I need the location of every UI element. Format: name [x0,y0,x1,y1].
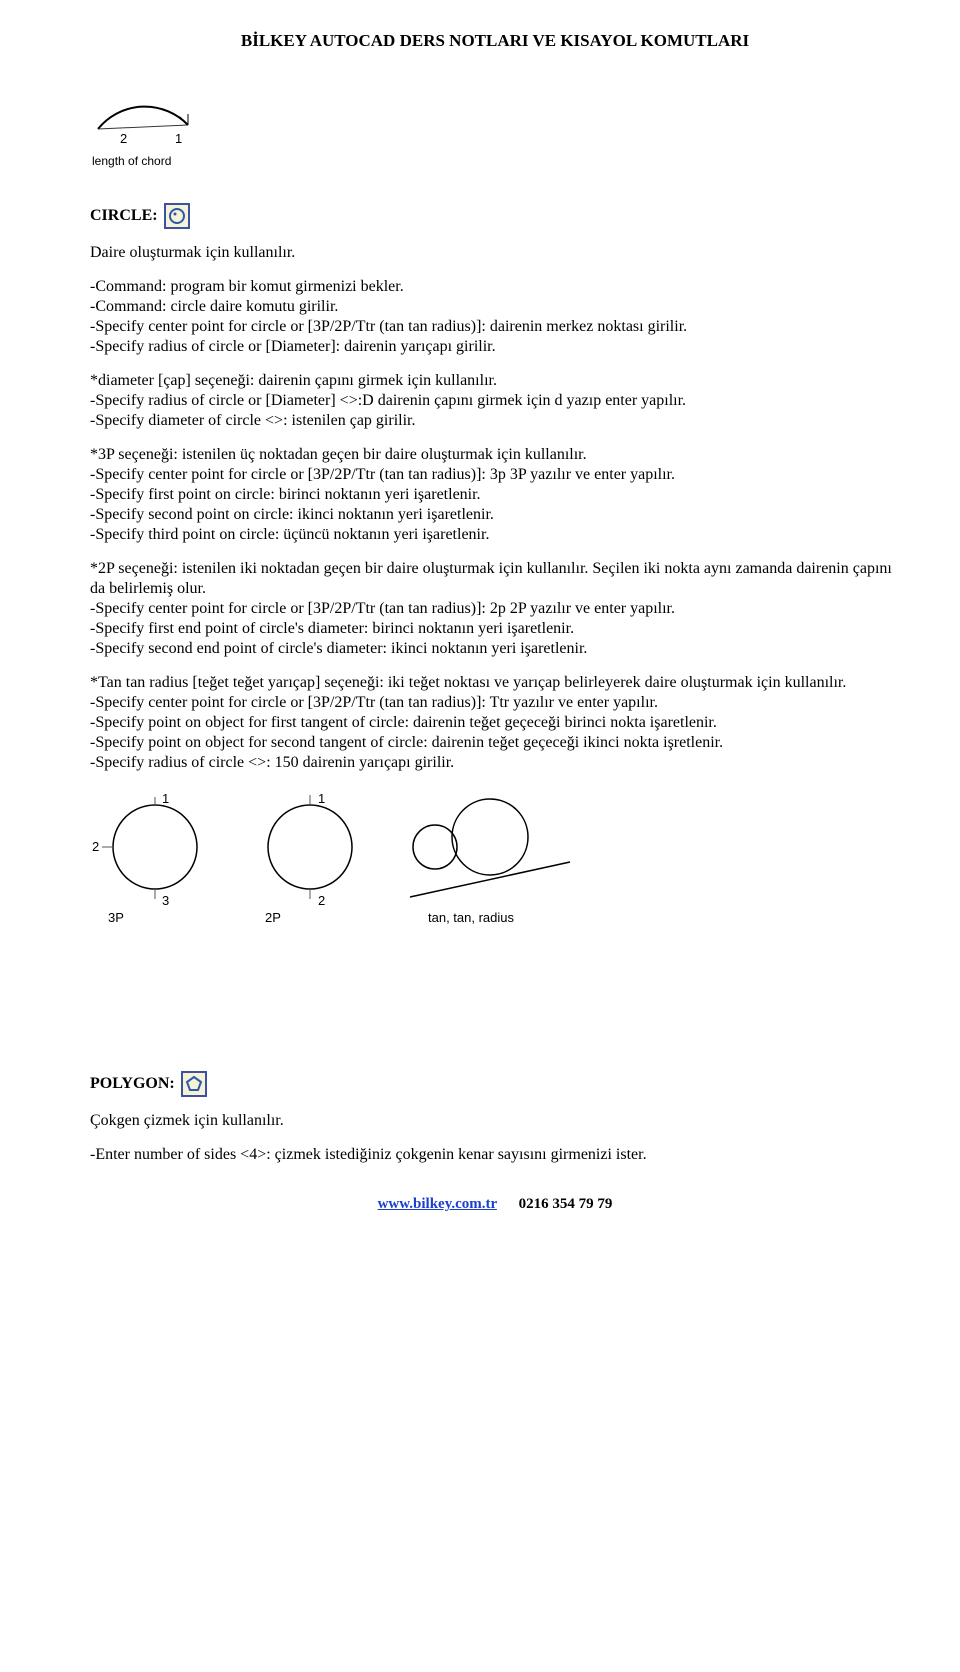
circle-p4-l4: -Specify second end point of circle's di… [90,639,900,659]
footer-phone: 0216 354 79 79 [519,1196,613,1212]
2p-caption: 2P [265,910,281,925]
circle-p5-l3: -Specify point on object for first tange… [90,713,900,733]
chord-arc-diagram: 2 1 length of chord [90,69,900,175]
page-title: BİLKEY AUTOCAD DERS NOTLARI VE KISAYOL K… [90,30,900,51]
circle-icon [164,203,190,229]
circle-heading-text: CIRCLE: [90,206,158,226]
circle-p4-l2: -Specify center point for circle or [3P/… [90,599,900,619]
circle-diameter-paragraph: *diameter [çap] seçeneği: dairenin çapın… [90,371,900,431]
circle-methods-diagram: 1 2 3 3P 1 2 2P tan, tan, radius [90,787,900,933]
3p-label-2: 2 [92,839,99,854]
polygon-icon [181,1071,207,1097]
polygon-sides-line: -Enter number of sides <4>: çizmek isted… [90,1145,900,1165]
circle-section-heading: CIRCLE: [90,203,190,229]
circle-p1-l3: -Specify center point for circle or [3P/… [90,317,900,337]
circle-p3-l3: -Specify first point on circle: birinci … [90,485,900,505]
circle-p3-l1: *3P seçeneği: istenilen üç noktadan geçe… [90,445,900,465]
footer-link[interactable]: www.bilkey.com.tr [378,1196,497,1212]
circle-p2-l1: *diameter [çap] seçeneği: dairenin çapın… [90,371,900,391]
circle-3p-paragraph: *3P seçeneği: istenilen üç noktadan geçe… [90,445,900,545]
circle-p1-l1: -Command: program bir komut girmenizi be… [90,277,900,297]
chord-caption: length of chord [92,154,171,168]
circle-p3-l2: -Specify center point for circle or [3P/… [90,465,900,485]
polygon-heading-text: POLYGON: [90,1074,175,1094]
3p-caption: 3P [108,910,124,925]
circle-2p-paragraph: *2P seçeneği: istenilen iki noktadan geç… [90,559,900,659]
polygon-section-heading: POLYGON: [90,1071,207,1097]
circle-ttr-paragraph: *Tan tan radius [teğet teğet yarıçap] se… [90,673,900,773]
2p-label-2: 2 [318,893,325,908]
circle-basic-paragraph: -Command: program bir komut girmenizi be… [90,277,900,357]
circle-p1-l2: -Command: circle daire komutu girilir. [90,297,900,317]
polygon-intro-text: Çokgen çizmek için kullanılır. [90,1111,900,1131]
circle-p5-l1: *Tan tan radius [teğet teğet yarıçap] se… [90,673,900,693]
circle-p2-l2: -Specify radius of circle or [Diameter] … [90,391,900,411]
chord-label-2: 2 [120,131,127,146]
circle-intro-text: Daire oluşturmak için kullanılır. [90,243,900,263]
circle-p4-l1: *2P seçeneği: istenilen iki noktadan geç… [90,559,900,599]
circle-p2-l3: -Specify diameter of circle <>: istenile… [90,411,900,431]
3p-label-1: 1 [162,791,169,806]
chord-label-1: 1 [175,131,182,146]
circle-p3-l5: -Specify third point on circle: üçüncü n… [90,525,900,545]
circle-p5-l4: -Specify point on object for second tang… [90,733,900,753]
ttr-caption: tan, tan, radius [428,910,514,925]
page-footer: www.bilkey.com.tr 0216 354 79 79 [90,1195,900,1214]
circle-p1-l4: -Specify radius of circle or [Diameter]:… [90,337,900,357]
circle-p5-l2: -Specify center point for circle or [3P/… [90,693,900,713]
circle-p4-l3: -Specify first end point of circle's dia… [90,619,900,639]
2p-label-1: 1 [318,791,325,806]
3p-label-3: 3 [162,893,169,908]
circle-p5-l5: -Specify radius of circle <>: 150 dairen… [90,753,900,773]
circle-p3-l4: -Specify second point on circle: ikinci … [90,505,900,525]
